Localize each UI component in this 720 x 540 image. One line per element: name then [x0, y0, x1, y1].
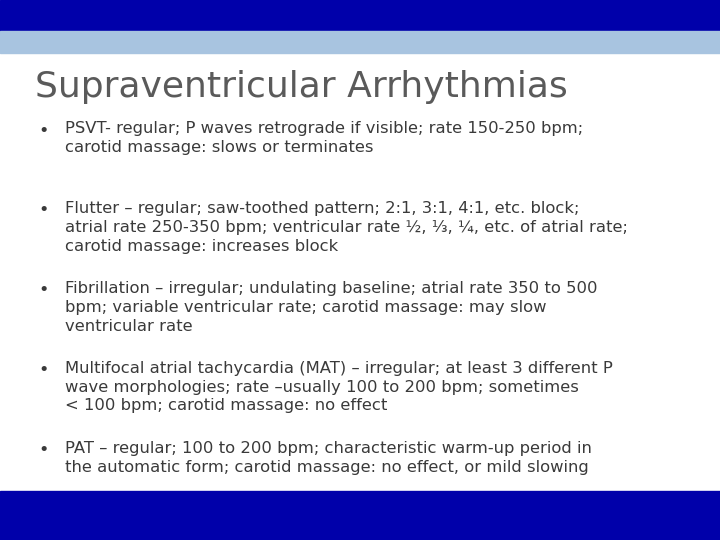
Text: Supraventricular Arrhythmias: Supraventricular Arrhythmias [35, 70, 567, 104]
Bar [0, 491, 720, 540]
Bar [0, 0, 720, 31]
Text: Fibrillation – irregular; undulating baseline; atrial rate 350 to 500
bpm; varia: Fibrillation – irregular; undulating bas… [65, 281, 598, 334]
Text: •: • [38, 281, 48, 299]
Text: •: • [38, 201, 48, 219]
Text: PAT – regular; 100 to 200 bpm; characteristic warm-up period in
the automatic fo: PAT – regular; 100 to 200 bpm; character… [65, 441, 592, 475]
Text: •: • [38, 361, 48, 379]
Bar [0, 31, 720, 53]
Text: Multifocal atrial tachycardia (MAT) – irregular; at least 3 different P
wave mor: Multifocal atrial tachycardia (MAT) – ir… [65, 361, 613, 414]
Text: PSVT- regular; P waves retrograde if visible; rate 150-250 bpm;
carotid massage:: PSVT- regular; P waves retrograde if vis… [65, 122, 583, 155]
Text: Flutter – regular; saw-toothed pattern; 2:1, 3:1, 4:1, etc. block;
atrial rate 2: Flutter – regular; saw-toothed pattern; … [65, 201, 628, 254]
Text: •: • [38, 441, 48, 459]
Text: •: • [38, 122, 48, 139]
